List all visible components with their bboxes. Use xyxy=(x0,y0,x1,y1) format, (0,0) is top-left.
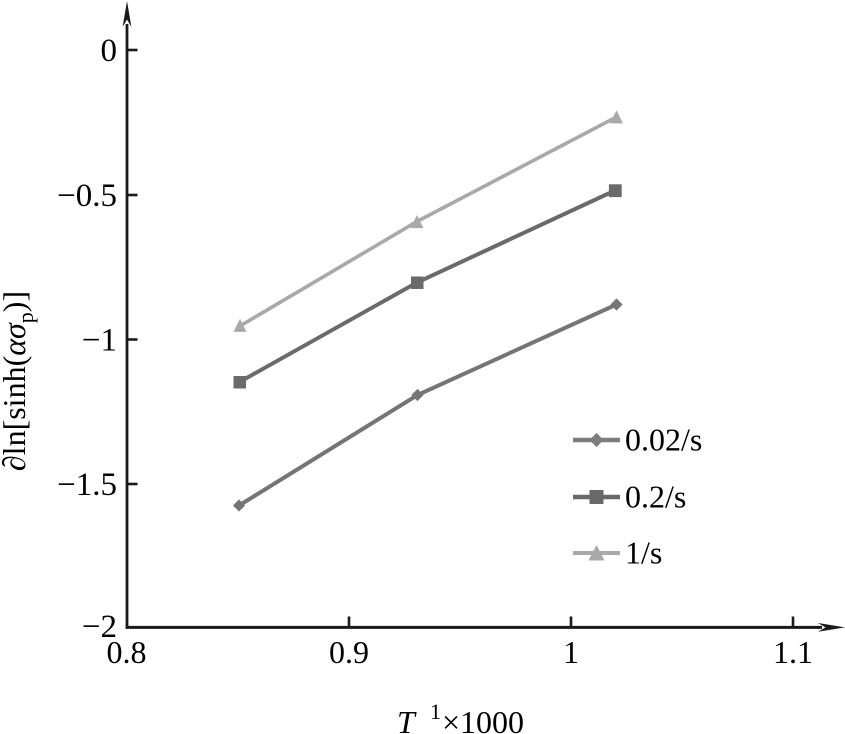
svg-text:0: 0 xyxy=(101,33,118,69)
svg-text:T1×1000: T 1×1000 xyxy=(397,699,524,734)
svg-text:−1: −1 xyxy=(82,323,117,359)
svg-text:−2: −2 xyxy=(82,609,117,645)
svg-text:0.8: 0.8 xyxy=(107,634,147,670)
svg-text:0.02/s: 0.02/s xyxy=(625,422,702,458)
svg-text:1/s: 1/s xyxy=(625,535,662,571)
svg-text:1.1: 1.1 xyxy=(773,634,813,670)
svg-text:−1.5: −1.5 xyxy=(57,467,117,503)
svg-text:0.2/s: 0.2/s xyxy=(625,479,686,515)
svg-text:1: 1 xyxy=(563,634,579,670)
svg-text:−0.5: −0.5 xyxy=(57,178,117,214)
svg-text:0.9: 0.9 xyxy=(329,634,369,670)
svg-text:∂ln[sinh(ασp)]: ∂ln[sinh(ασp)] xyxy=(0,291,38,471)
